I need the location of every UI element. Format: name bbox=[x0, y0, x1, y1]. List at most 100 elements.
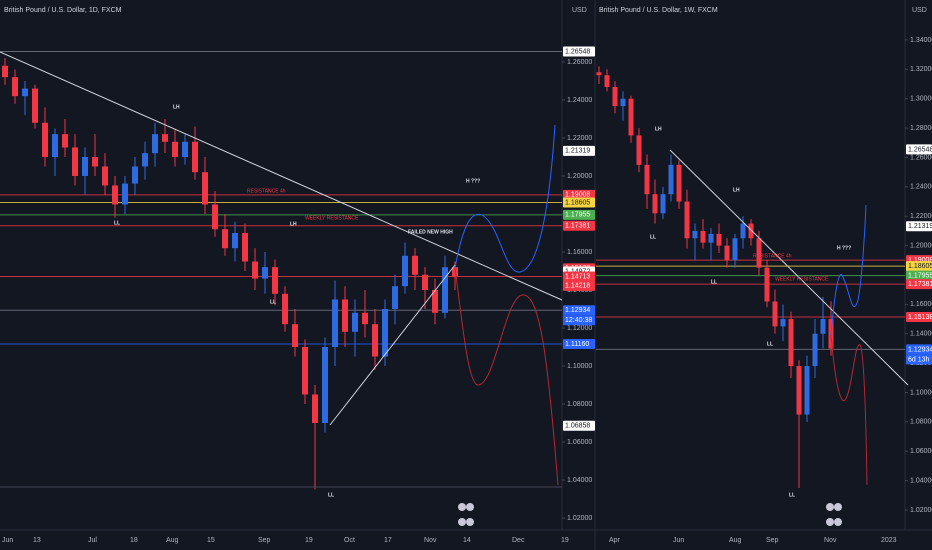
price-tag-label: 1.18605 bbox=[908, 263, 932, 270]
price-tag bbox=[563, 46, 595, 57]
candle-body bbox=[708, 233, 714, 243]
y-tick-label: 1.26000 bbox=[910, 154, 932, 161]
candle-body bbox=[332, 299, 338, 347]
annotation: LH bbox=[173, 104, 180, 110]
countdown-bg bbox=[906, 354, 932, 365]
y-tick-label: 1.22000 bbox=[567, 135, 592, 142]
price-tag-label: 1.21319 bbox=[908, 223, 932, 230]
candle-body bbox=[152, 134, 158, 154]
price-tag-label: 1.26548 bbox=[565, 48, 590, 55]
price-tag-label: 1.17381 bbox=[908, 281, 932, 288]
candle-body bbox=[92, 156, 98, 167]
candle-body bbox=[756, 238, 762, 268]
price-tag-label: 1.12934 bbox=[908, 346, 932, 353]
annotation: FAILED NEW HIGH bbox=[408, 229, 453, 235]
candle-body bbox=[142, 153, 148, 167]
time-axis: Jun 13 Jul 18 Aug 15 Sep 19 Oct 17 Nov 1… bbox=[2, 537, 897, 544]
projection-curve bbox=[830, 204, 867, 336]
candle-body bbox=[162, 134, 168, 142]
candle-body bbox=[32, 88, 38, 123]
time-label: Apr bbox=[609, 537, 621, 544]
candle-body bbox=[772, 301, 778, 327]
price-tag bbox=[563, 271, 595, 282]
candle-body bbox=[322, 346, 328, 424]
candle-body bbox=[352, 312, 358, 332]
annotation: WEEKLY RESISTANCE bbox=[775, 276, 829, 282]
y-tick-label: 1.26000 bbox=[567, 59, 592, 66]
candle-body bbox=[252, 261, 258, 279]
price-tag bbox=[906, 344, 932, 355]
candle-body bbox=[102, 166, 108, 186]
candle-body bbox=[22, 88, 28, 97]
y-tick-label: 1.02000 bbox=[910, 507, 932, 514]
annotation: LH bbox=[733, 187, 740, 193]
candle-body bbox=[302, 346, 308, 395]
candle-body bbox=[12, 77, 18, 97]
candle-body bbox=[232, 232, 238, 249]
countdown: 12:40:38 bbox=[565, 317, 592, 324]
price-tag-label: 1.14218 bbox=[565, 283, 590, 290]
annotation: LL bbox=[711, 279, 717, 285]
candle-body bbox=[788, 319, 794, 367]
projection-curve bbox=[830, 334, 868, 486]
time-label: 18 bbox=[130, 537, 138, 544]
candle-body bbox=[202, 172, 208, 205]
projection-curve bbox=[454, 267, 559, 486]
time-label: Jul bbox=[88, 537, 97, 544]
price-tag bbox=[563, 209, 595, 220]
annotation: RESISTANCE 4h bbox=[753, 253, 792, 259]
price-tag-label: 1.18605 bbox=[565, 199, 590, 206]
y-tick-label: 1.02000 bbox=[567, 515, 592, 522]
y-tick-label: 1.30000 bbox=[910, 96, 932, 103]
candle-body bbox=[242, 232, 248, 262]
candle-body bbox=[282, 293, 288, 325]
annotation: LL bbox=[270, 299, 276, 305]
y-tick-label: 1.04000 bbox=[910, 477, 932, 484]
candle-body bbox=[740, 223, 746, 239]
time-label: 15 bbox=[207, 537, 215, 544]
y-tick-label: 1.20000 bbox=[910, 242, 932, 249]
candle-body bbox=[796, 366, 802, 415]
trend-line bbox=[669, 149, 909, 386]
time-label: Dec bbox=[512, 537, 525, 544]
price-tag bbox=[563, 305, 595, 316]
y-tick-label: 1.10000 bbox=[910, 389, 932, 396]
price-tag-label: 1.19008 bbox=[908, 257, 932, 264]
time-label: 2023 bbox=[881, 537, 897, 544]
price-tag-label: 1.26548 bbox=[908, 146, 932, 153]
y-tick-label: 1.32000 bbox=[910, 66, 932, 73]
annotation: WEEKLY RESISTANCE bbox=[305, 215, 359, 221]
price-tag-label: 1.17381 bbox=[565, 223, 590, 230]
candle-body bbox=[2, 65, 8, 78]
left-pane: 1.02000 1.04000 1.06000 1.08000 1.10000 1.120… bbox=[0, 46, 595, 522]
candle-body bbox=[42, 122, 48, 157]
candle-body bbox=[644, 164, 650, 195]
time-label: Jun bbox=[673, 537, 684, 544]
time-label: Aug bbox=[166, 537, 179, 544]
candle-body bbox=[82, 156, 88, 176]
price-tag bbox=[906, 312, 932, 323]
price-tag bbox=[563, 220, 595, 231]
right-pane: 1.020001.040001.060001.080001.100001.120… bbox=[596, 37, 932, 514]
candle-body bbox=[382, 308, 388, 357]
y-tick-label: 1.08000 bbox=[567, 401, 592, 408]
trend-line bbox=[0, 51, 563, 301]
candle-body bbox=[596, 72, 602, 76]
candle-body bbox=[372, 324, 378, 357]
candle-body bbox=[764, 267, 770, 302]
time-label: 19 bbox=[305, 537, 313, 544]
y-tick-label: 1.06000 bbox=[910, 448, 932, 455]
time-label: Jun bbox=[2, 537, 13, 544]
y-tick-label: 1.22000 bbox=[910, 213, 932, 220]
price-tag bbox=[906, 270, 932, 281]
price-tag bbox=[563, 420, 595, 431]
candle-body bbox=[780, 319, 786, 327]
price-tag bbox=[906, 279, 932, 290]
candle-body bbox=[132, 166, 138, 184]
price-tag bbox=[563, 197, 595, 208]
annotation: H ??? bbox=[466, 178, 480, 184]
y-tick-label: 1.24000 bbox=[910, 184, 932, 191]
annotation: LL bbox=[767, 341, 773, 347]
